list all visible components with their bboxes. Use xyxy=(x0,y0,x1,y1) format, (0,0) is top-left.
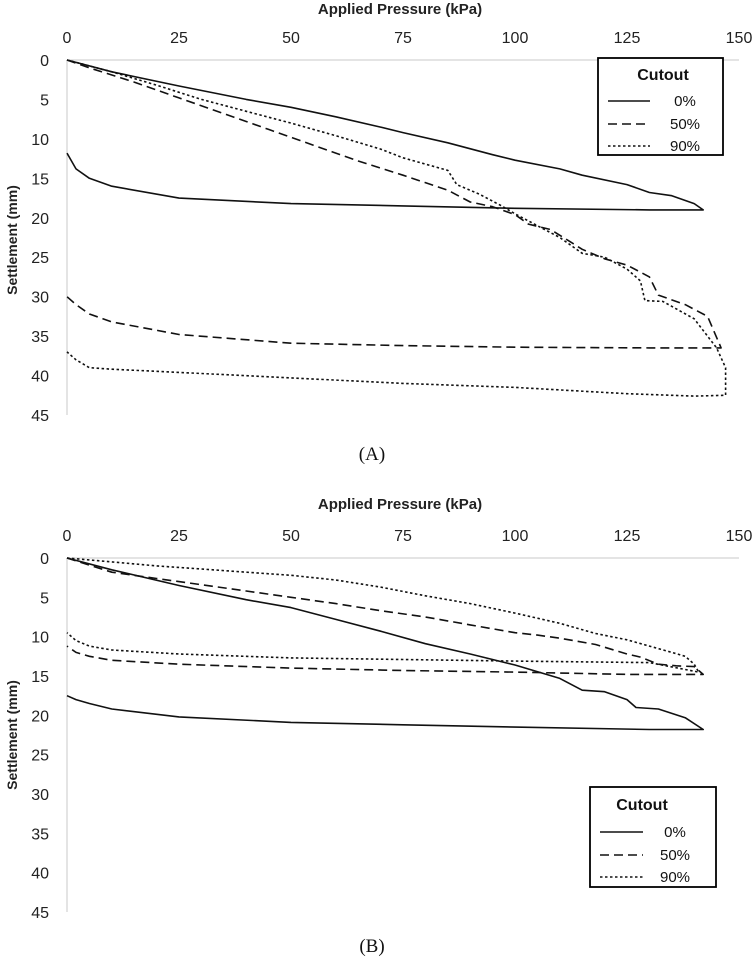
panel-a-legend-box xyxy=(597,57,724,156)
panel-a-y-tick-5: 5 xyxy=(40,92,49,109)
panel-a-y-tick-40: 40 xyxy=(31,369,49,386)
panel-a-x-ticks: 0 25 50 75 100 125 150 xyxy=(63,30,753,47)
panel-b-y-tick-20: 20 xyxy=(31,708,49,725)
panel-a-y-tick-45: 45 xyxy=(31,408,49,425)
panel-b-y-tick-40: 40 xyxy=(31,866,49,883)
panel-b: Applied Pressure (kPa) 0 25 50 75 100 125 150 … xyxy=(4,496,752,957)
panel-a-y-tick-10: 10 xyxy=(31,132,49,149)
panel-a-x-tick-125: 125 xyxy=(614,30,641,47)
panel-a-y-tick-15: 15 xyxy=(31,171,49,188)
panel-a-y-tick-25: 25 xyxy=(31,250,49,267)
panel-b-ylabel: Settlement (mm) xyxy=(4,680,20,790)
panel-a-y-tick-30: 30 xyxy=(31,290,49,307)
panel-b-series-90pct-line xyxy=(66,557,700,673)
panel-b-x-tick-75: 75 xyxy=(394,528,412,545)
panel-a-legend-label-0: 0% xyxy=(674,93,696,110)
panel-a-legend-title: Cutout xyxy=(637,67,689,84)
panel-b-legend-label-0: 0% xyxy=(664,824,686,841)
panel-a-legend-label-2: 90% xyxy=(670,138,700,155)
panel-b-y-tick-35: 35 xyxy=(31,826,49,843)
panel-a-y-tick-20: 20 xyxy=(31,211,49,228)
panel-a-y-ticks: 0 5 10 15 20 25 30 35 40 45 xyxy=(31,53,49,425)
panel-b-x-ticks: 0 25 50 75 100 125 150 xyxy=(63,528,753,545)
panel-b-y-tick-30: 30 xyxy=(31,787,49,804)
panel-b-legend-label-1: 50% xyxy=(660,847,690,864)
panel-b-y-tick-15: 15 xyxy=(31,669,49,686)
panel-b-legend-label-2: 90% xyxy=(660,869,690,886)
panel-a-x-tick-150: 150 xyxy=(726,30,753,47)
panel-a-series-0pct-line xyxy=(66,59,705,211)
panel-b-y-tick-5: 5 xyxy=(40,590,49,607)
panel-a-x-tick-75: 75 xyxy=(394,30,412,47)
panel-a-series-50pct-line xyxy=(66,59,722,349)
panel-b-x-tick-150: 150 xyxy=(726,528,753,545)
panel-a-y-tick-35: 35 xyxy=(31,329,49,346)
panel-b-y-ticks: 0 5 10 15 20 25 30 35 40 45 xyxy=(31,551,49,922)
panel-b-series-0pct-line xyxy=(66,557,705,731)
panel-b-series-50pct-line xyxy=(66,557,705,676)
panel-a-y-tick-0: 0 xyxy=(40,53,49,70)
panel-a-x-tick-100: 100 xyxy=(502,30,529,47)
panel-b-y-tick-0: 0 xyxy=(40,551,49,568)
panel-a-x-tick-50: 50 xyxy=(282,30,300,47)
panel-b-x-tick-125: 125 xyxy=(614,528,641,545)
panel-b-y-tick-45: 45 xyxy=(31,905,49,922)
panel-b-xlabel: Applied Pressure (kPa) xyxy=(318,496,482,513)
panel-b-y-tick-10: 10 xyxy=(31,630,49,647)
panel-b-series-group xyxy=(66,557,705,731)
panel-a-x-tick-25: 25 xyxy=(170,30,188,47)
panel-b-x-tick-25: 25 xyxy=(170,528,188,545)
panel-b-x-tick-0: 0 xyxy=(63,528,72,545)
panel-a-ylabel: Settlement (mm) xyxy=(4,185,20,295)
panel-a-caption: (A) xyxy=(359,444,385,465)
panel-b-legend-title: Cutout xyxy=(616,797,668,814)
panel-a-xlabel: Applied Pressure (kPa) xyxy=(318,1,482,18)
panel-a-series-group xyxy=(66,59,727,397)
panel-a: Applied Pressure (kPa) 0 25 50 75 100 125 150 … xyxy=(4,1,752,465)
panel-b-legend-box xyxy=(589,786,717,888)
panel-b-caption: (B) xyxy=(359,936,384,957)
panel-b-legend: Cutout 0% 50% 90% xyxy=(589,786,717,888)
panel-a-x-tick-0: 0 xyxy=(63,30,72,47)
panel-a-series-90pct-line xyxy=(66,59,727,397)
panel-b-x-tick-50: 50 xyxy=(282,528,300,545)
panel-b-y-tick-25: 25 xyxy=(31,748,49,765)
panel-b-x-tick-100: 100 xyxy=(502,528,529,545)
panel-a-legend-label-1: 50% xyxy=(670,116,700,133)
panel-a-legend: Cutout 0% 50% 90% xyxy=(597,57,724,156)
